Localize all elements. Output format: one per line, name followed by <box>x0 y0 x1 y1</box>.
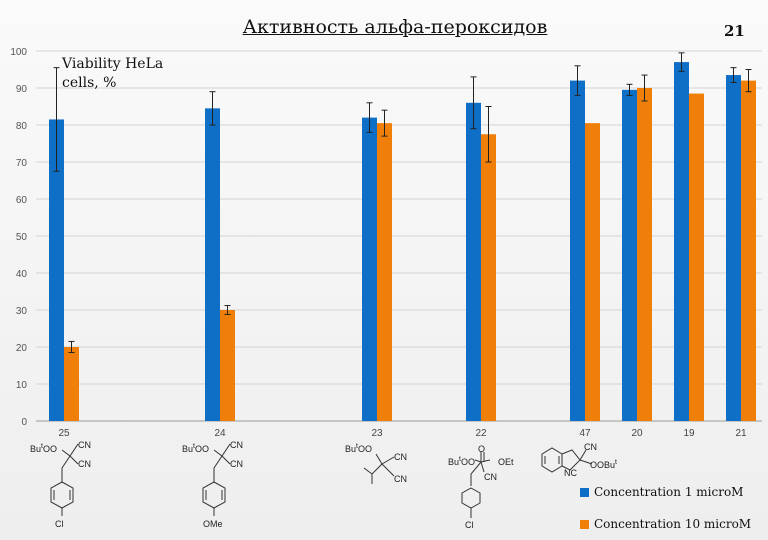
struct-22-oet: OEt <box>498 457 514 467</box>
bar-22-10uM <box>481 134 496 421</box>
struct-24-sub: OMe <box>203 519 223 529</box>
bar-25-1uM <box>49 119 64 421</box>
bars <box>49 62 756 422</box>
y-tick-label: 50 <box>16 232 28 243</box>
gridlines <box>36 50 762 422</box>
y-tick-label: 30 <box>16 306 28 317</box>
bar-19-10uM <box>689 93 704 422</box>
bar-19-1uM <box>674 62 689 421</box>
bar-20-10uM <box>637 88 652 421</box>
bar-47-10uM <box>585 123 600 422</box>
legend-swatch <box>580 488 589 497</box>
legend-label: Concentration 1 microM <box>594 485 744 499</box>
bar-47-1uM <box>570 80 585 421</box>
y-tick-label: 80 <box>16 121 28 132</box>
y-tick-label: 100 <box>10 47 27 58</box>
struct-24-cn1: CN <box>230 440 243 450</box>
struct-47-group: OOBut <box>590 459 617 470</box>
page-number: 21 <box>724 22 745 40</box>
x-tick-label: 23 <box>371 428 383 439</box>
chart-title: Активность альфа-пероксидов <box>242 16 548 38</box>
bar-21-10uM <box>741 80 756 421</box>
struct-24-group: ButOO <box>182 443 209 454</box>
y-axis-label: Viability HeLa cells, % <box>62 56 164 91</box>
legend-item-1uM: Concentration 1 microM <box>580 485 743 499</box>
legend-item-10uM: Concentration 10 microM <box>580 517 751 531</box>
struct-22-cn: CN <box>484 472 497 482</box>
struct-25-group: ButOO <box>30 443 57 454</box>
struct-23-cn1: CN <box>394 452 407 462</box>
bar-25-10uM <box>64 347 79 421</box>
bar-21-1uM <box>726 75 741 422</box>
struct-47-nc: NC <box>564 468 577 478</box>
struct-24-cn2: CN <box>230 459 243 469</box>
x-tick-label: 21 <box>735 428 747 439</box>
x-tick-label: 19 <box>683 428 695 439</box>
structure-24: ButOO CN CN OMe <box>182 440 243 529</box>
struct-25-cn2: CN <box>78 459 91 469</box>
y-tick-label: 20 <box>16 343 28 354</box>
bar-22-1uM <box>466 102 481 422</box>
struct-47-cn: CN <box>584 442 597 452</box>
y-tick-label: 40 <box>16 269 28 280</box>
x-tick-label: 47 <box>579 428 591 439</box>
error-bars <box>53 52 752 354</box>
bar-20-1uM <box>622 89 637 421</box>
bar-24-1uM <box>205 108 220 421</box>
struct-23-cn2: CN <box>394 474 407 484</box>
structure-47: CN NC OOBut <box>541 442 617 478</box>
y-axis-ticks: 0 10 20 30 40 50 60 70 80 90 100 <box>10 47 27 428</box>
y-tick-label: 60 <box>16 195 28 206</box>
struct-22-o: O <box>478 444 485 454</box>
struct-22-sub: Cl <box>465 520 474 530</box>
x-tick-label: 22 <box>475 428 487 439</box>
struct-25-sub: Cl <box>55 519 64 529</box>
bar-23-1uM <box>362 117 377 421</box>
y-tick-label: 90 <box>16 84 28 95</box>
x-axis-ticks: 25 24 23 22 47 20 19 21 <box>58 428 747 439</box>
bar-24-10uM <box>220 310 235 421</box>
legend-label: Concentration 10 microM <box>594 517 752 531</box>
struct-25-cn1: CN <box>78 440 91 450</box>
y-tick-label: 0 <box>21 417 27 428</box>
x-tick-label: 24 <box>214 428 226 439</box>
x-tick-label: 20 <box>631 428 643 439</box>
struct-22-group: ButOO <box>448 456 475 467</box>
bar-23-10uM <box>377 123 392 422</box>
x-tick-label: 25 <box>58 428 70 439</box>
y-tick-label: 10 <box>16 380 28 391</box>
structure-23: ButOO CN CN <box>345 443 407 484</box>
y-tick-label: 70 <box>16 158 28 169</box>
struct-23-group: ButOO <box>345 443 372 454</box>
structure-25: ButOO CN CN Cl <box>30 440 91 529</box>
legend-swatch <box>580 520 589 529</box>
structure-22: O ButOO OEt CN Cl <box>448 444 514 530</box>
